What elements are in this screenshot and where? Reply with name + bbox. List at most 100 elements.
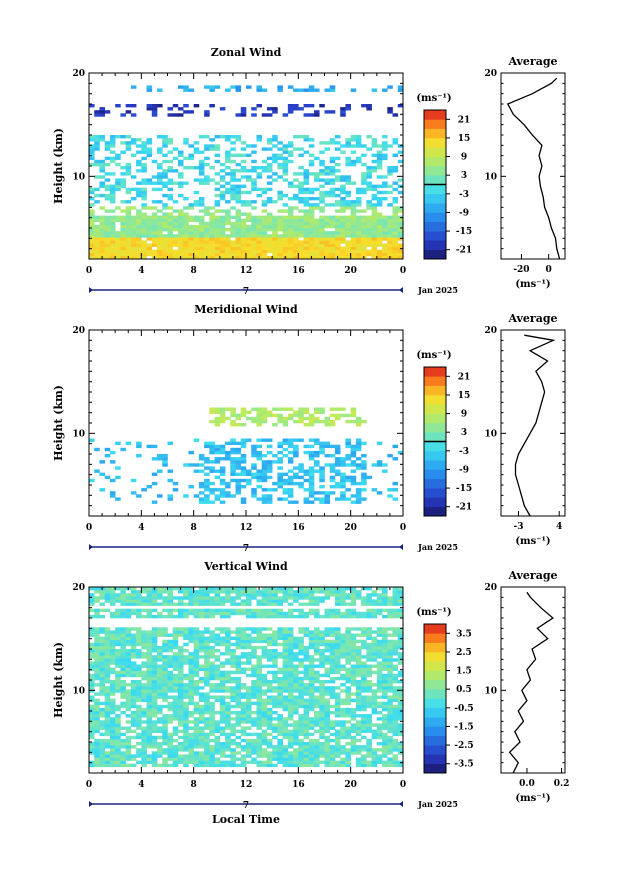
colorbar-bin bbox=[424, 147, 446, 157]
panel-2: Meridional Wind 20 10 Height (km) 0 4 8 12 16 20 0… bbox=[52, 303, 566, 554]
colorbar-bin bbox=[424, 240, 446, 250]
day-label: 7 bbox=[243, 544, 249, 554]
colorbar-bin bbox=[424, 651, 446, 662]
colorbar-bin bbox=[424, 450, 446, 461]
colorbar-tick-label: -2.5 bbox=[454, 741, 473, 751]
colorbar-tick-label: 15 bbox=[458, 391, 471, 401]
colorbar-bin bbox=[424, 231, 446, 241]
colorbar-tick-label: -3 bbox=[459, 447, 469, 457]
day-axis-left-marker bbox=[89, 287, 93, 293]
colorbar-tick-label: 21 bbox=[458, 372, 471, 382]
colorbar-bin bbox=[424, 165, 446, 176]
colorbar-bin bbox=[424, 249, 446, 260]
panel-1: Zonal Wind 20 10 Height (km) 0 4 8 12 16 20 0 7 Jan … bbox=[52, 46, 566, 297]
colorbar-bin bbox=[424, 404, 446, 414]
colorbar-bin bbox=[424, 432, 446, 442]
colorbar-bin bbox=[424, 221, 446, 232]
colorbar-unit: (ms⁻¹) bbox=[416, 607, 451, 618]
profile-frame bbox=[500, 586, 566, 774]
profile-line bbox=[508, 591, 554, 774]
colorbar-bin bbox=[424, 735, 446, 746]
profile-y-tick-label: 10 bbox=[484, 429, 497, 439]
colorbar-bin bbox=[424, 128, 446, 139]
y-axis-label: Height (km) bbox=[52, 642, 65, 718]
profile-x-label: (ms⁻¹) bbox=[515, 793, 550, 804]
colorbar-tick-label: 0.5 bbox=[456, 685, 472, 695]
panel-title: Vertical Wind bbox=[203, 560, 288, 573]
colorbar-bin bbox=[424, 661, 446, 671]
colorbar-bin bbox=[424, 385, 446, 396]
x-tick-label: 0 bbox=[86, 780, 92, 790]
colorbar-bin bbox=[424, 478, 446, 489]
x-tick-label: 4 bbox=[138, 780, 144, 790]
colorbar-frame bbox=[423, 623, 447, 774]
x-tick-label: 8 bbox=[191, 266, 197, 276]
y-axis-label: Height (km) bbox=[52, 385, 65, 461]
profile-x-tick-label: 0.0 bbox=[519, 779, 535, 789]
colorbar-bin bbox=[424, 624, 446, 634]
colorbar-bin bbox=[424, 203, 446, 213]
colorbar-bin bbox=[424, 726, 446, 737]
profile-title: Average bbox=[507, 312, 557, 325]
colorbar-bin bbox=[424, 763, 446, 774]
day-axis-right-marker bbox=[399, 287, 403, 293]
date-label: Jan 2025 bbox=[417, 285, 458, 295]
y-tick-label: 10 bbox=[72, 429, 85, 439]
panel-3: Vertical Wind 20 10 Height (km) 0 4 8 12 16 20 0 7 J… bbox=[52, 560, 569, 826]
colorbar-bin bbox=[424, 506, 446, 517]
x-tick-label: 20 bbox=[344, 523, 357, 533]
profile-frame bbox=[500, 329, 566, 517]
day-axis-left-marker bbox=[89, 544, 93, 550]
x-tick-label: 0 bbox=[86, 523, 92, 533]
colorbar-tick-label: -3.5 bbox=[454, 760, 473, 770]
profile-x-label: (ms⁻¹) bbox=[515, 536, 550, 547]
colorbar-bin bbox=[424, 469, 446, 480]
colorbar-tick-label: 15 bbox=[458, 134, 471, 144]
profile-title: Average bbox=[507, 55, 557, 68]
profile-x-tick-label: 4 bbox=[556, 522, 562, 532]
colorbar-bin bbox=[424, 376, 446, 386]
x-tick-label: 16 bbox=[292, 523, 305, 533]
x-tick-label: 12 bbox=[240, 266, 253, 276]
heatmap-cells bbox=[89, 407, 404, 504]
profile-y-tick-label: 10 bbox=[484, 686, 497, 696]
colorbar-tick-label: -15 bbox=[456, 484, 472, 494]
date-label: Jan 2025 bbox=[417, 799, 458, 809]
x-tick-label: 20 bbox=[344, 780, 357, 790]
colorbar-tick-label: 9 bbox=[461, 410, 467, 420]
colorbar-bin bbox=[424, 193, 446, 204]
colorbar-bin bbox=[424, 488, 446, 498]
x-tick-label: 12 bbox=[240, 523, 253, 533]
x-tick-label: 0 bbox=[400, 523, 406, 533]
colorbar-bin bbox=[424, 460, 446, 470]
profile-x-label: (ms⁻¹) bbox=[515, 279, 550, 290]
colorbar-tick-label: -9 bbox=[459, 208, 469, 218]
colorbar-tick-label: 3.5 bbox=[456, 629, 472, 639]
x-tick-label: 0 bbox=[400, 266, 406, 276]
colorbar-unit: (ms⁻¹) bbox=[416, 93, 451, 104]
colorbar-bin bbox=[424, 119, 446, 129]
day-axis-left-marker bbox=[89, 801, 93, 807]
colorbar-bin bbox=[424, 717, 446, 727]
profile-x-tick-label: 0.2 bbox=[554, 779, 570, 789]
profile-x-tick-label: -20 bbox=[513, 265, 529, 275]
colorbar-tick-label: 3 bbox=[461, 428, 467, 438]
profile-y-tick-label: 10 bbox=[484, 172, 497, 182]
y-tick-label: 20 bbox=[72, 69, 85, 79]
colorbar-bin bbox=[424, 754, 446, 764]
profile-line bbox=[514, 334, 556, 517]
y-tick-label: 20 bbox=[72, 326, 85, 336]
colorbar-bin bbox=[424, 175, 446, 185]
colorbar-bin bbox=[424, 689, 446, 699]
colorbar-bin bbox=[424, 633, 446, 643]
profile-y-tick-label: 20 bbox=[484, 326, 497, 336]
panel-title: Zonal Wind bbox=[211, 46, 282, 59]
day-axis-right-marker bbox=[399, 801, 403, 807]
y-axis-label: Height (km) bbox=[52, 128, 65, 204]
colorbar-bin bbox=[424, 413, 446, 424]
colorbar-bin bbox=[424, 745, 446, 755]
colorbar-tick-label: 1.5 bbox=[456, 667, 472, 677]
colorbar-bin bbox=[424, 679, 446, 690]
colorbar-bin bbox=[424, 212, 446, 223]
